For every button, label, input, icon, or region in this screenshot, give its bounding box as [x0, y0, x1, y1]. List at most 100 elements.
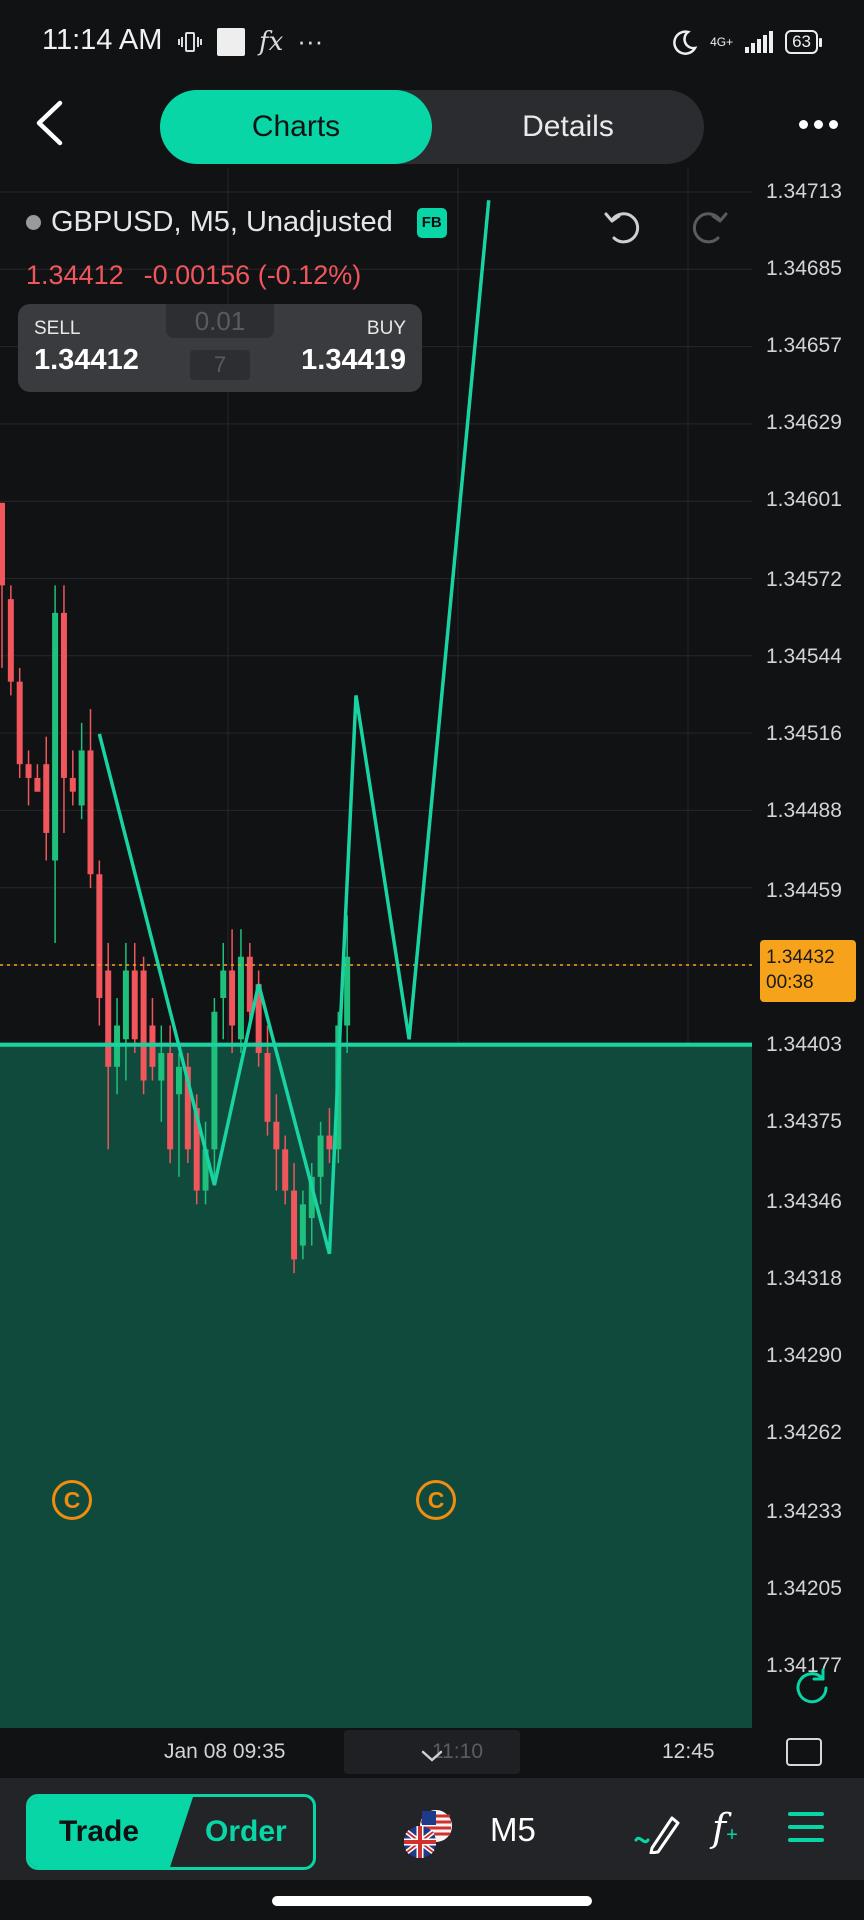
redo-button[interactable]	[688, 204, 732, 248]
candle-body	[193, 1108, 200, 1191]
price-axis-label: 1.34290	[766, 1343, 842, 1367]
candle-body	[264, 1053, 271, 1122]
candle-body	[229, 970, 236, 1026]
time-axis[interactable]: Jan 08 09:35 11:10 12:45	[0, 1728, 864, 1778]
status-notification-icons: fx ···	[177, 26, 323, 57]
candle-body	[246, 956, 253, 1012]
time-label: Jan 08 09:35	[164, 1740, 286, 1763]
candle-body	[34, 777, 41, 792]
trade-order-toggle: Trade Order	[26, 1794, 316, 1870]
candle-body	[0, 502, 5, 586]
trade-button[interactable]: Trade	[29, 1797, 193, 1867]
instrument-header: GBPUSD, M5, Unadjusted FB	[26, 206, 447, 239]
candle-body	[344, 956, 351, 1026]
status-bar: 11:14 AM fx ··· 4G+ 63	[0, 0, 864, 86]
draw-tool-icon[interactable]	[632, 1810, 682, 1854]
back-button[interactable]	[22, 96, 76, 150]
candle-body	[176, 1066, 182, 1095]
candle-body	[282, 1149, 289, 1191]
menu-button[interactable]	[788, 1812, 824, 1842]
price-axis-label: 1.34205	[766, 1577, 842, 1601]
price-axis-label: 1.34601	[766, 488, 842, 512]
crosshair-time-box	[344, 1730, 520, 1774]
sell-price-button[interactable]: 1.34412	[34, 344, 139, 376]
candle-body	[7, 599, 14, 682]
vibrate-icon	[178, 31, 202, 52]
view-tabs: Charts Details	[160, 90, 704, 164]
status-time: 11:14 AM	[42, 24, 163, 56]
candle-body	[184, 1066, 191, 1150]
candle-body	[237, 956, 244, 1040]
undo-button[interactable]	[600, 204, 644, 248]
tab-details[interactable]: Details	[522, 110, 614, 143]
price-axis-label: 1.34544	[766, 644, 842, 668]
candle-countdown: 00:38	[766, 972, 814, 993]
network-type: 4G+	[710, 35, 734, 49]
undo-icon	[604, 212, 640, 244]
price-axis-label: 1.34233	[766, 1500, 842, 1524]
candle-body	[43, 764, 50, 833]
corporate-event-marker[interactable]: C	[52, 1480, 92, 1520]
candle-body	[291, 1190, 298, 1260]
fb-badge[interactable]: FB	[416, 207, 447, 238]
price-change: -0.00156 (-0.12%)	[143, 260, 362, 290]
price-axis-label: 1.34459	[766, 878, 842, 902]
tab-charts[interactable]: Charts	[160, 90, 432, 164]
price-axis-label: 1.34657	[766, 334, 842, 358]
candle-body	[60, 612, 67, 778]
current-price-tag: 1.34432 00:38	[760, 940, 856, 1002]
timeframe-selector[interactable]: M5	[490, 1811, 536, 1848]
price-axis-label: 1.34403	[766, 1032, 842, 1056]
corporate-event-marker[interactable]: C	[416, 1480, 456, 1520]
fullscreen-button[interactable]	[786, 1738, 822, 1766]
price-axis-label: 1.34572	[766, 567, 842, 591]
quick-trade-panel: 0.01 SELL 1.34412 7 BUY 1.34419	[18, 304, 422, 392]
instrument-title: GBPUSD, M5, Unadjusted	[51, 206, 393, 238]
redo-icon	[692, 212, 728, 244]
candle-body	[273, 1121, 280, 1150]
buy-label[interactable]: BUY	[366, 318, 406, 339]
price-axis-label: 1.34375	[766, 1109, 842, 1133]
candle-body	[122, 970, 129, 1040]
more-options-button[interactable]	[794, 104, 842, 144]
header: Charts Details	[0, 86, 864, 168]
chevron-down-icon[interactable]	[420, 1748, 444, 1764]
price-axis-label: 1.34318	[766, 1266, 842, 1290]
indicators-button[interactable]: f+	[712, 1806, 738, 1850]
plus-icon: +	[726, 1824, 738, 1846]
order-button[interactable]: Order	[205, 1815, 287, 1848]
gbp-usd-flag-icon[interactable]	[402, 1808, 454, 1860]
candle-body	[105, 970, 112, 1067]
candle-body	[78, 750, 85, 806]
dot-icon	[813, 119, 823, 129]
candle-body	[25, 764, 32, 778]
spread-value: 7	[190, 350, 250, 380]
price-axis-label: 1.34685	[766, 257, 842, 281]
lot-size-input[interactable]: 0.01	[166, 304, 274, 338]
candle-body	[220, 970, 227, 999]
home-indicator[interactable]	[272, 1896, 592, 1906]
candle-body	[16, 681, 23, 765]
candle-body	[131, 970, 138, 1040]
more-notifications-icon: ···	[297, 26, 324, 56]
candle-body	[167, 1053, 174, 1150]
dot-icon	[828, 119, 838, 129]
price-chart[interactable]	[0, 168, 864, 1728]
sell-label[interactable]: SELL	[34, 318, 81, 339]
time-label: 12:45	[662, 1740, 715, 1763]
candle-body	[211, 1011, 218, 1150]
chart-area[interactable]: GBPUSD, M5, Unadjusted FB 1.34412 -0.001…	[0, 168, 864, 1728]
candle-body	[202, 1149, 209, 1191]
price-axis-label: 1.34713	[766, 180, 842, 203]
fx-label: f	[712, 1806, 727, 1850]
candle-body	[140, 970, 147, 1081]
reset-chart-button[interactable]	[790, 1666, 834, 1710]
price-zone	[0, 1044, 752, 1728]
battery-icon: 63	[785, 30, 822, 54]
moon-icon	[673, 30, 698, 55]
price-axis-label: 1.34629	[766, 411, 842, 435]
fx-notification-icon: fx	[259, 26, 284, 57]
buy-price-button[interactable]: 1.34419	[301, 344, 406, 376]
menu-line	[788, 1812, 824, 1816]
chevron-left-icon	[36, 100, 63, 146]
